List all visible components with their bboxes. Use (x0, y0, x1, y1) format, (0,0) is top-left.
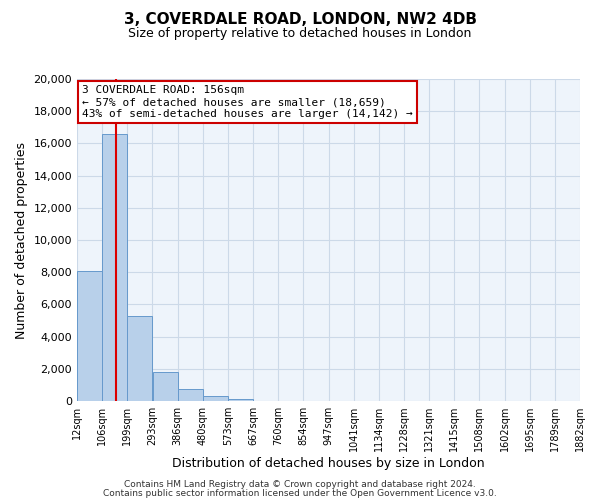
Text: 3 COVERDALE ROAD: 156sqm
← 57% of detached houses are smaller (18,659)
43% of se: 3 COVERDALE ROAD: 156sqm ← 57% of detach… (82, 86, 413, 118)
Text: Contains HM Land Registry data © Crown copyright and database right 2024.: Contains HM Land Registry data © Crown c… (124, 480, 476, 489)
Bar (178, 389, 203, 401)
Y-axis label: Number of detached properties: Number of detached properties (15, 142, 28, 338)
X-axis label: Distribution of detached houses by size in London: Distribution of detached houses by size … (172, 457, 485, 470)
Bar (228, 398, 253, 401)
Text: Size of property relative to detached houses in London: Size of property relative to detached ho… (128, 28, 472, 40)
Bar (103, 134, 127, 401)
Bar (77, 270, 102, 401)
Text: Contains public sector information licensed under the Open Government Licence v3: Contains public sector information licen… (103, 488, 497, 498)
Bar (127, 316, 152, 401)
Bar (152, 372, 178, 401)
Text: 3, COVERDALE ROAD, LONDON, NW2 4DB: 3, COVERDALE ROAD, LONDON, NW2 4DB (124, 12, 476, 28)
Bar (203, 396, 228, 401)
